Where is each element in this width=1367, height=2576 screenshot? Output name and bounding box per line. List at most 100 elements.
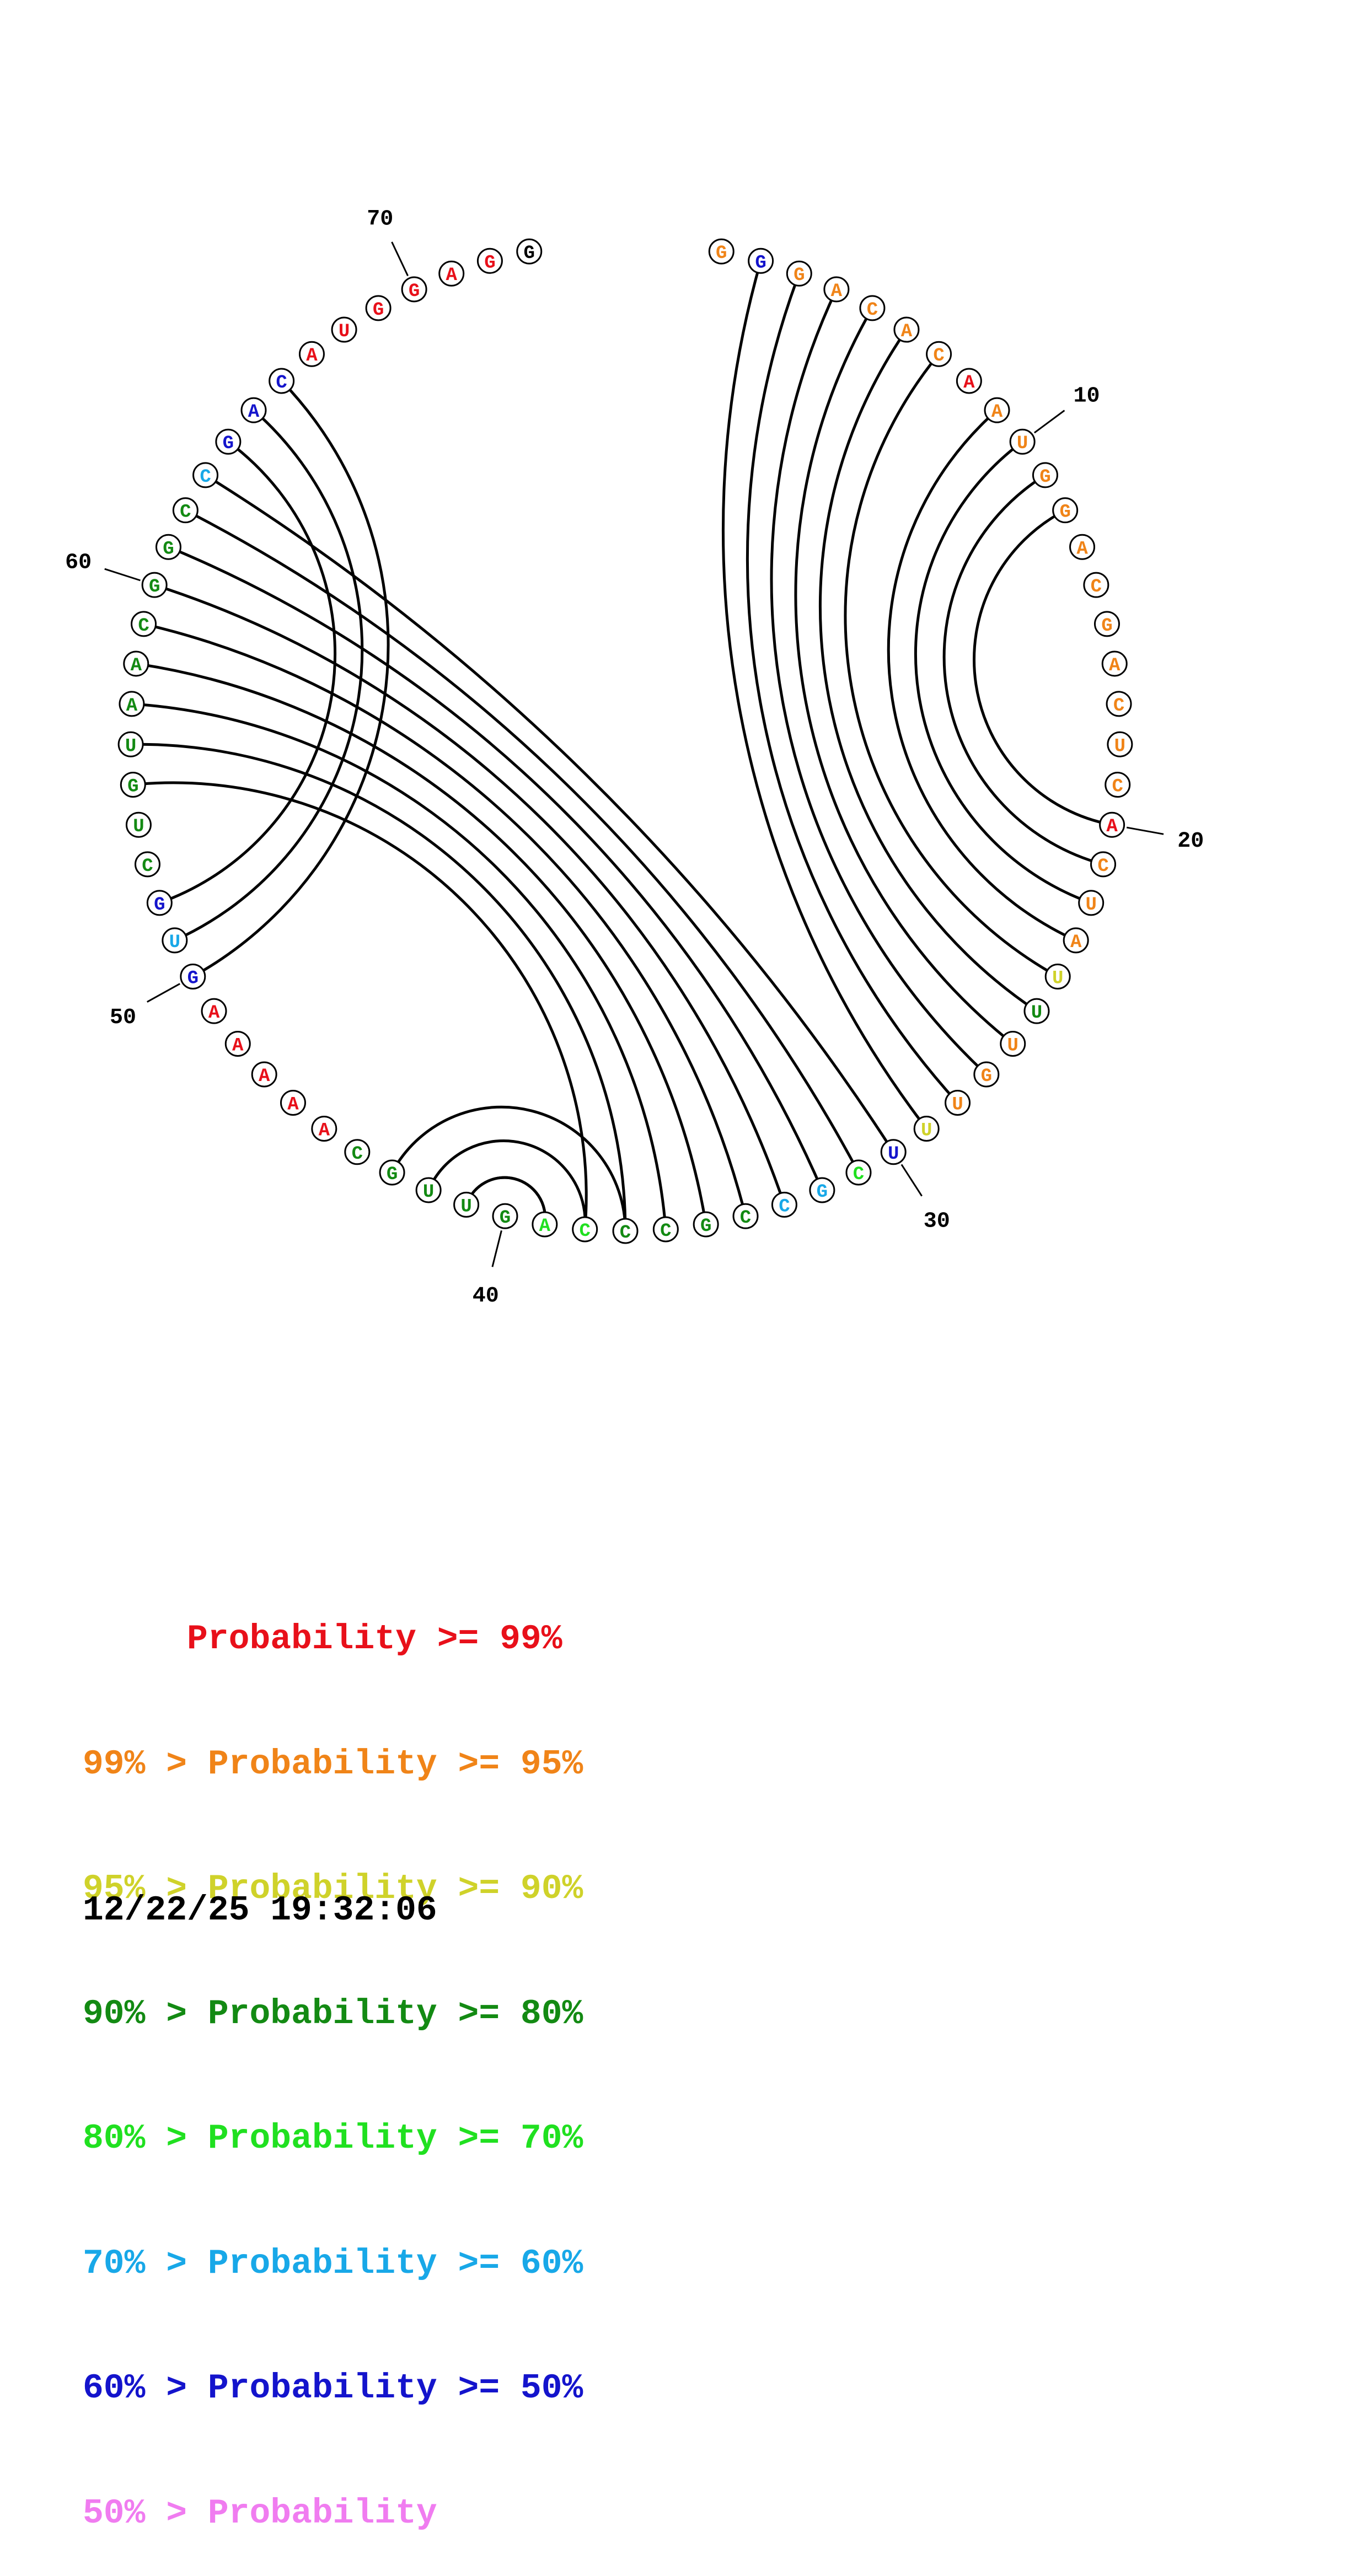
nucleotide-letter: C — [1113, 696, 1124, 717]
nucleotide-letter: G — [524, 243, 535, 264]
pair-arc-36-57 — [131, 702, 667, 1230]
nucleotide-34: C — [732, 1203, 759, 1229]
nucleotide-36: C — [652, 1216, 679, 1243]
nucleotide-30: U — [880, 1139, 907, 1165]
nucleotide-circle — [1105, 772, 1131, 798]
pair-arc-11-21 — [942, 474, 1104, 866]
legend-row-p70: 80% > Probability >= 70% — [83, 2119, 583, 2158]
pair-arc-2-29 — [721, 260, 928, 1130]
nucleotide-circle — [1000, 1030, 1026, 1057]
nucleotide-circle — [786, 260, 812, 287]
nucleotide-circle — [1078, 890, 1105, 916]
nucleotide-circle — [913, 1116, 940, 1142]
nucleotide-circle — [732, 1203, 759, 1229]
nucleotide-letter: U — [1052, 968, 1063, 989]
nucleotide-circle — [240, 397, 267, 423]
position-tick-60 — [104, 568, 141, 582]
nucleotide-letter: G — [1101, 616, 1112, 637]
nucleotide-circle — [344, 1139, 371, 1165]
legend-row-p80: 90% > Probability >= 80% — [83, 1994, 583, 2034]
nucleotide-63: C — [192, 462, 219, 488]
nucleotide-72: G — [476, 248, 503, 274]
nucleotide-letter: U — [921, 1121, 932, 1142]
nucleotide-61: G — [155, 534, 181, 560]
nucleotide-circle — [251, 1061, 277, 1088]
nucleotide-letter: U — [460, 1196, 471, 1217]
nucleotide-letter: C — [853, 1164, 864, 1185]
nucleotide-letter: U — [952, 1095, 963, 1116]
nucleotide-circle — [492, 1203, 518, 1229]
nucleotide-43: G — [379, 1159, 405, 1186]
nucleotide-28: U — [945, 1090, 971, 1116]
nucleotide-letter: C — [200, 467, 211, 488]
nucleotide-circle — [401, 276, 427, 303]
legend-row-p95: 99% > Probability >= 95% — [83, 1744, 583, 1784]
nucleotide-21: C — [1090, 851, 1117, 878]
nucleotide-circle — [771, 1191, 797, 1218]
nucleotide-letter: C — [779, 1196, 790, 1217]
nucleotide-57: A — [119, 691, 145, 717]
position-tick-10 — [1033, 410, 1065, 434]
nucleotide-letter: U — [169, 932, 180, 953]
nucleotide-letter: G — [981, 1066, 992, 1087]
nucleotide-letter: A — [306, 346, 318, 367]
nucleotide-62: C — [172, 497, 199, 524]
position-tick-30 — [900, 1164, 923, 1197]
nucleotide-circle — [748, 248, 774, 274]
nucleotide-73: G — [516, 238, 543, 265]
nucleotide-13: A — [1069, 534, 1096, 560]
nucleotide-letter: A — [446, 265, 458, 286]
nucleotide-circle — [125, 811, 152, 838]
position-ticks: 10 20 30 40 50 60 70 — [65, 207, 1204, 1309]
nucleotide-68: U — [331, 316, 357, 343]
nucleotide-letter: A — [232, 1035, 244, 1056]
nucleotide-letter: A — [1076, 539, 1088, 560]
nucleotide-27: G — [973, 1061, 1000, 1088]
nucleotide-1: G — [708, 238, 735, 265]
pair-arc-9-23 — [887, 409, 1077, 942]
nucleotide-22: U — [1078, 890, 1105, 916]
nucleotide-letter: U — [1114, 736, 1125, 757]
nucleotide-71: A — [438, 260, 465, 287]
nucleotide-letter: G — [500, 1208, 511, 1229]
nucleotide-67: A — [298, 341, 325, 367]
nucleotide-69: G — [365, 295, 392, 321]
nucleotide-circle — [652, 1216, 679, 1243]
position-label-20: 20 — [1177, 829, 1204, 854]
pair-arc-10-22 — [914, 440, 1092, 905]
position-label-40: 40 — [473, 1284, 499, 1309]
pair-arc-41-39 — [465, 1176, 547, 1225]
nucleotide-letter: A — [131, 655, 142, 676]
nucleotide-letter: A — [287, 1095, 299, 1116]
nucleotide-circle — [131, 611, 157, 637]
pair-arc-7-24 — [844, 353, 1059, 978]
pair-arc-50-66 — [192, 380, 390, 978]
nucleotide-18: U — [1107, 731, 1133, 757]
nucleotide-letter: C — [180, 502, 191, 523]
nucleotide-45: A — [311, 1116, 337, 1142]
nucleotide-circle — [365, 295, 392, 321]
nucleotide-letter: A — [1070, 932, 1082, 953]
nucleotide-circle — [1083, 572, 1109, 598]
nucleotide-circle — [331, 316, 357, 343]
nucleotide-41: U — [453, 1191, 480, 1218]
nucleotide-40: G — [492, 1203, 518, 1229]
nucleotide-circle — [192, 462, 219, 488]
nucleotide-circle — [973, 1061, 1000, 1088]
nucleotide-51: U — [162, 927, 188, 954]
nucleotide-56: U — [117, 731, 144, 757]
position-label-10: 10 — [1074, 384, 1100, 409]
nucleotide-circle — [438, 260, 465, 287]
nucleotide-letter: A — [963, 373, 975, 394]
nucleotide-letter: A — [901, 321, 913, 342]
nucleotide-53: C — [134, 851, 160, 878]
nucleotide-circle — [1044, 963, 1071, 989]
position-tick-50 — [147, 983, 180, 1003]
nucleotide-letter: G — [484, 252, 495, 273]
nucleotide-48: A — [224, 1030, 251, 1057]
pair-arc-34-59 — [143, 622, 747, 1217]
nucleotide-letter: C — [276, 373, 287, 394]
nucleotide-circle — [1090, 851, 1117, 878]
pair-arc-51-65 — [174, 409, 364, 942]
